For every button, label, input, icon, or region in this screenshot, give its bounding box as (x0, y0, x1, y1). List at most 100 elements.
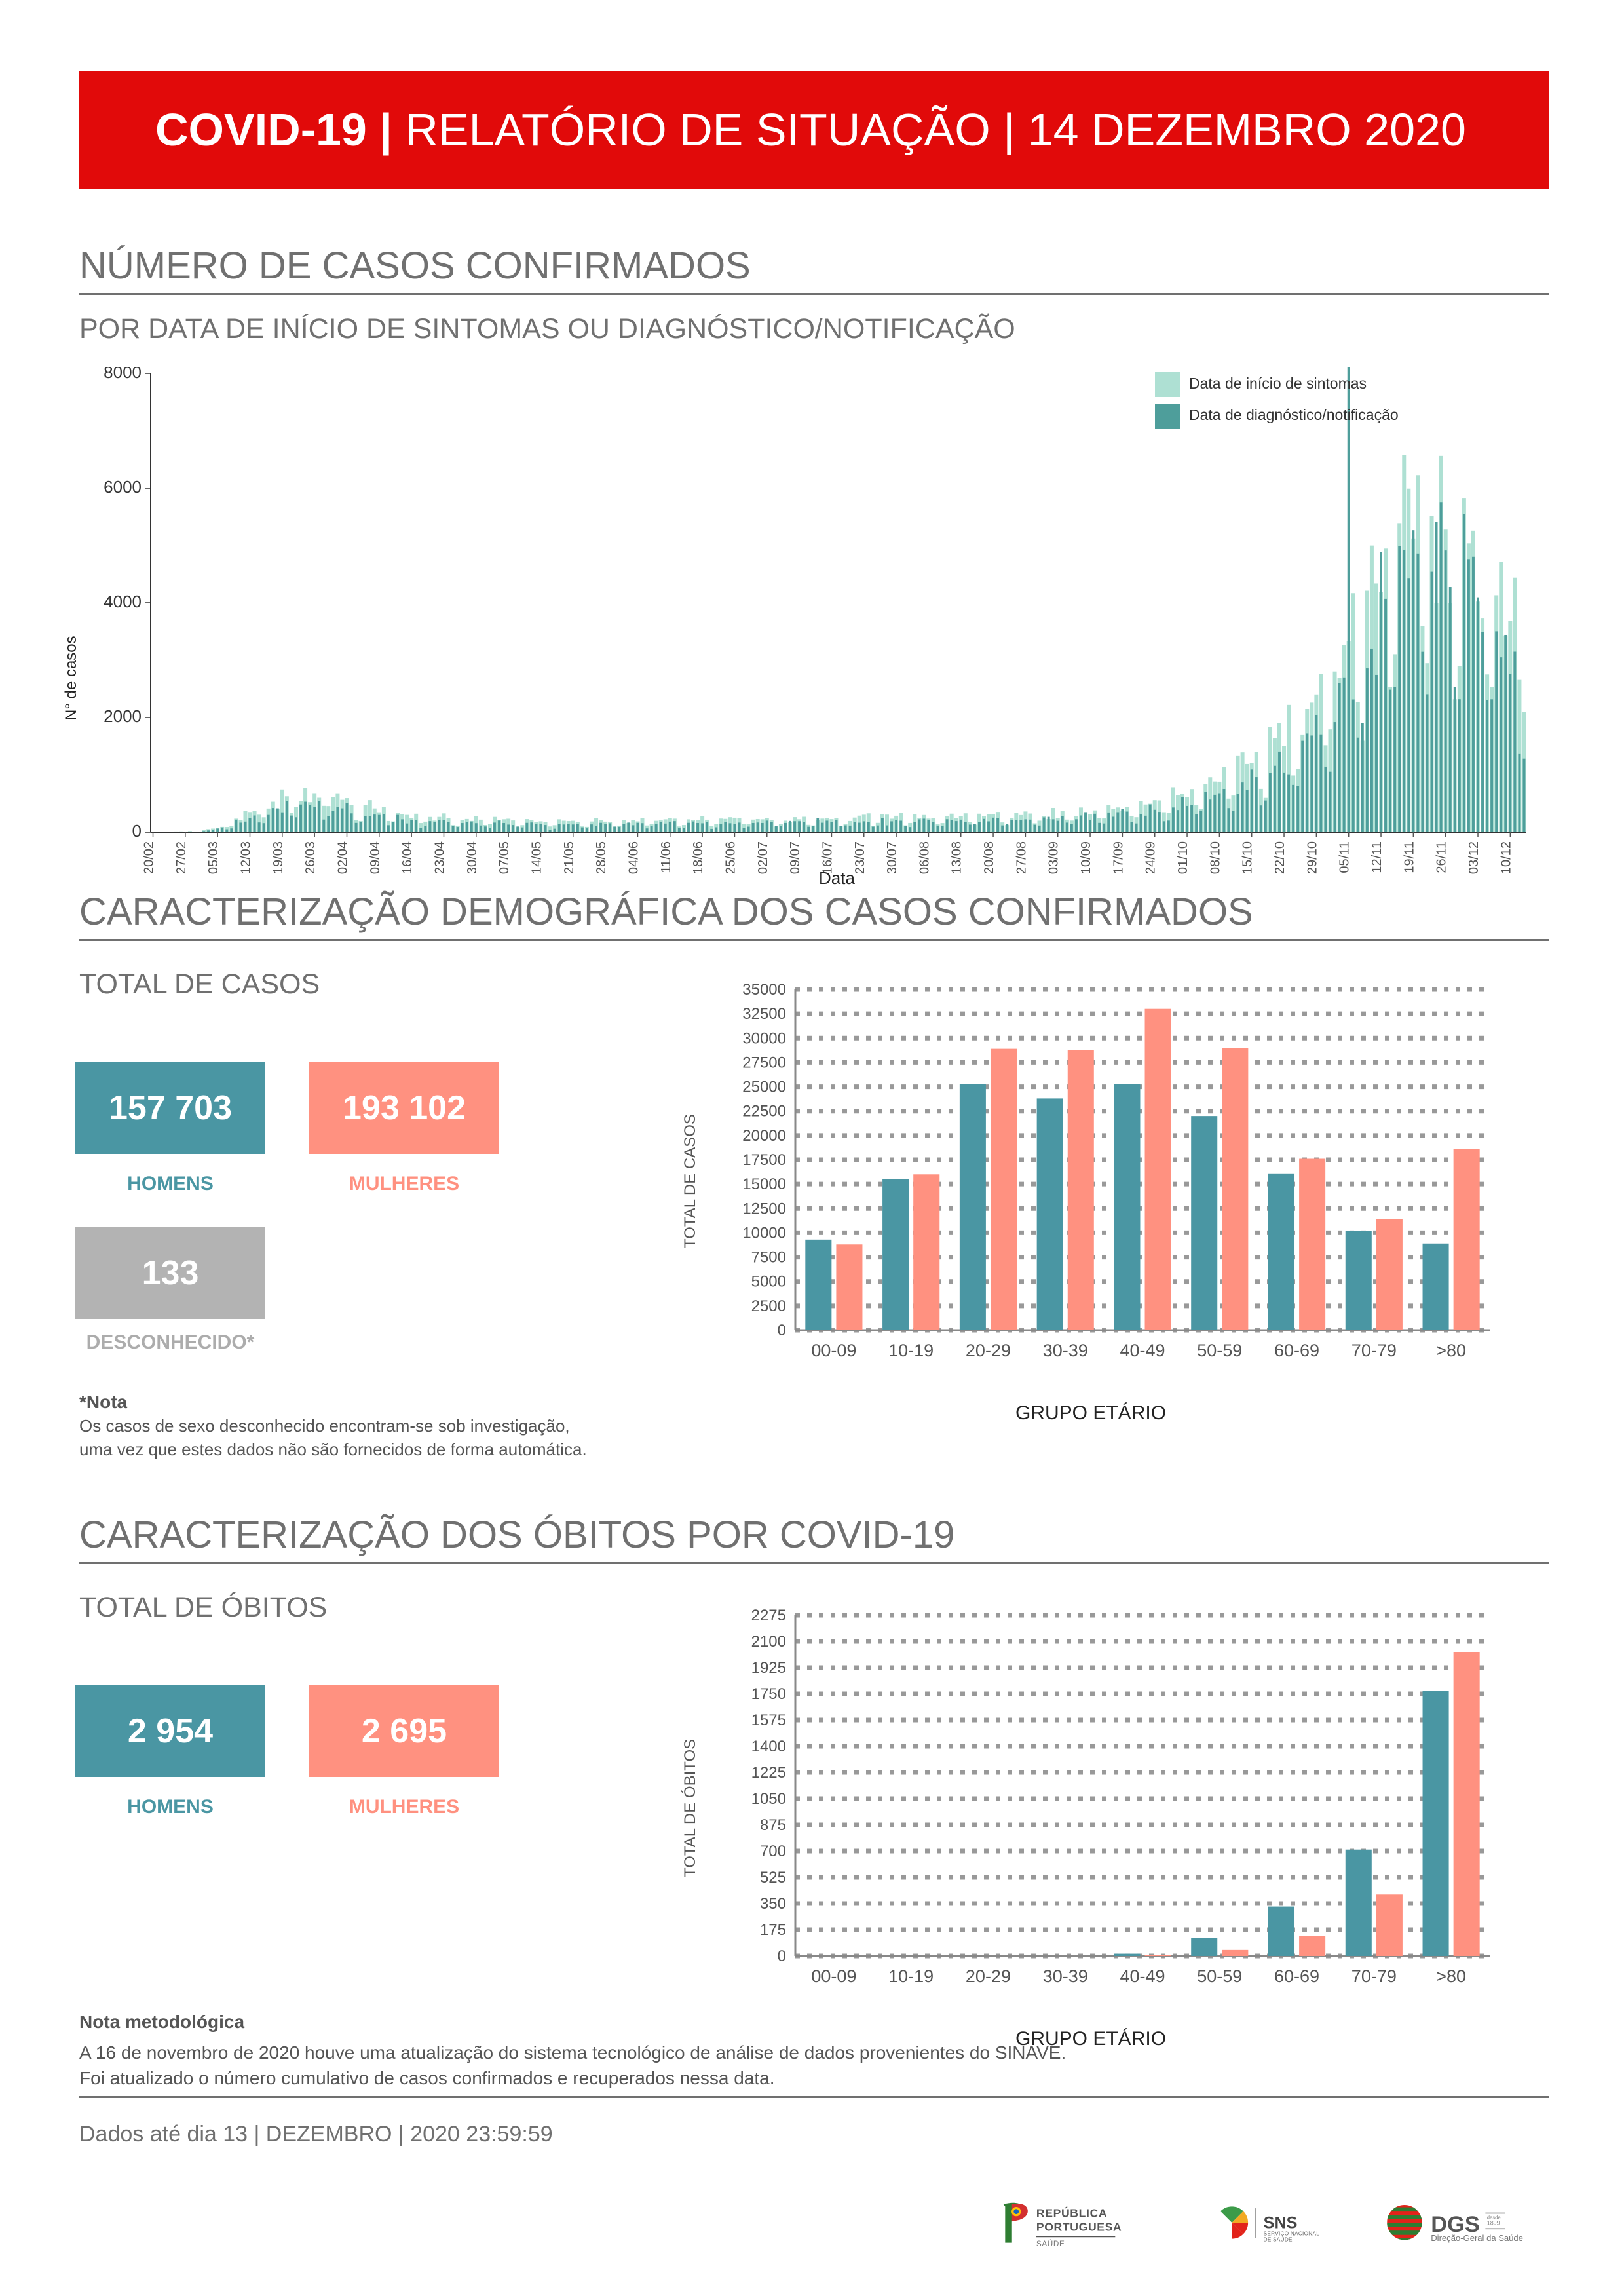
svg-text:2000: 2000 (104, 706, 142, 726)
svg-text:0: 0 (132, 821, 142, 841)
svg-text:30-39: 30-39 (1043, 1966, 1088, 1986)
svg-text:700: 700 (760, 1843, 786, 1860)
svg-text:70-79: 70-79 (1351, 1341, 1397, 1360)
svg-text:00-09: 00-09 (811, 1966, 856, 1986)
svg-text:13/08: 13/08 (950, 841, 964, 874)
svg-text:03/09: 03/09 (1047, 841, 1061, 874)
svg-text:>80: >80 (1436, 1966, 1466, 1986)
svg-text:60-69: 60-69 (1274, 1966, 1319, 1986)
svg-text:50-59: 50-59 (1197, 1341, 1242, 1360)
svg-text:28/05: 28/05 (594, 841, 609, 874)
svg-text:>80: >80 (1436, 1341, 1466, 1360)
svg-text:05/03: 05/03 (206, 841, 221, 874)
svg-text:1400: 1400 (751, 1738, 786, 1755)
svg-text:19/03: 19/03 (271, 841, 286, 874)
svg-text:23/04: 23/04 (432, 841, 447, 874)
svg-text:30-39: 30-39 (1043, 1341, 1088, 1360)
svg-text:00-09: 00-09 (811, 1341, 856, 1360)
svg-text:10/09: 10/09 (1079, 841, 1093, 874)
svg-text:20-29: 20-29 (966, 1966, 1011, 1986)
svg-text:1575: 1575 (751, 1712, 786, 1729)
svg-text:06/08: 06/08 (917, 841, 932, 874)
svg-text:40-49: 40-49 (1120, 1966, 1165, 1986)
svg-text:0: 0 (778, 1322, 786, 1339)
svg-text:35000: 35000 (742, 983, 786, 999)
svg-text:0: 0 (778, 1947, 786, 1965)
svg-text:REPÚBLICA: REPÚBLICA (1036, 2206, 1107, 2220)
svg-text:350: 350 (760, 1895, 786, 1913)
svg-text:22/10: 22/10 (1273, 841, 1287, 874)
svg-text:PORTUGUESA: PORTUGUESA (1036, 2220, 1122, 2233)
svg-text:2100: 2100 (751, 1633, 786, 1651)
svg-text:20/08: 20/08 (982, 841, 996, 874)
svg-text:27/02: 27/02 (174, 841, 189, 874)
svg-text:27/08: 27/08 (1014, 841, 1029, 874)
svg-text:12/11: 12/11 (1370, 841, 1384, 873)
svg-text:20000: 20000 (742, 1127, 786, 1145)
svg-text:SNS: SNS (1264, 2214, 1298, 2232)
svg-text:Direção-Geral da Saúde: Direção-Geral da Saúde (1431, 2233, 1523, 2243)
svg-text:10-19: 10-19 (888, 1341, 934, 1360)
svg-text:525: 525 (760, 1869, 786, 1886)
svg-text:02/07: 02/07 (756, 841, 770, 874)
svg-text:30/07: 30/07 (885, 841, 899, 874)
svg-text:50-59: 50-59 (1197, 1966, 1242, 1986)
svg-text:15000: 15000 (742, 1176, 786, 1193)
svg-text:15/10: 15/10 (1241, 841, 1255, 874)
svg-text:1925: 1925 (751, 1659, 786, 1677)
svg-text:175: 175 (760, 1921, 786, 1939)
svg-text:03/12: 03/12 (1467, 841, 1481, 874)
svg-text:1225: 1225 (751, 1764, 786, 1782)
svg-text:30000: 30000 (742, 1029, 786, 1047)
svg-text:27500: 27500 (742, 1054, 786, 1071)
svg-text:09/07: 09/07 (788, 841, 803, 874)
svg-text:02/04: 02/04 (336, 841, 350, 874)
svg-text:07/05: 07/05 (497, 841, 512, 874)
svg-text:11/06: 11/06 (659, 841, 673, 873)
svg-text:21/05: 21/05 (562, 841, 576, 874)
svg-text:1050: 1050 (751, 1790, 786, 1808)
svg-text:26/03: 26/03 (303, 841, 318, 874)
svg-text:29/10: 29/10 (1305, 841, 1319, 874)
svg-text:4000: 4000 (104, 592, 142, 611)
svg-text:16/04: 16/04 (400, 841, 415, 874)
svg-text:40-49: 40-49 (1120, 1341, 1165, 1360)
svg-text:14/05: 14/05 (529, 841, 544, 874)
svg-text:18/06: 18/06 (691, 841, 706, 874)
svg-text:24/09: 24/09 (1144, 841, 1158, 874)
svg-text:DE SAÚDE: DE SAÚDE (1264, 2236, 1293, 2242)
svg-text:60-69: 60-69 (1274, 1341, 1319, 1360)
svg-text:2500: 2500 (751, 1297, 786, 1315)
svg-text:25/06: 25/06 (723, 841, 738, 874)
svg-text:30/04: 30/04 (465, 841, 480, 874)
svg-text:01/10: 01/10 (1176, 841, 1190, 874)
svg-text:22500: 22500 (742, 1103, 786, 1120)
svg-text:26/11: 26/11 (1435, 841, 1449, 873)
svg-text:25000: 25000 (742, 1079, 786, 1096)
svg-text:12/03: 12/03 (239, 841, 254, 874)
svg-text:7500: 7500 (751, 1249, 786, 1267)
svg-text:23/07: 23/07 (853, 841, 867, 874)
svg-text:05/11: 05/11 (1338, 841, 1352, 873)
svg-text:1750: 1750 (751, 1685, 786, 1703)
svg-text:09/04: 09/04 (368, 841, 383, 874)
svg-text:04/06: 04/06 (626, 841, 641, 874)
svg-text:20/02: 20/02 (142, 841, 157, 874)
svg-text:SAÚDE: SAÚDE (1036, 2240, 1065, 2248)
svg-text:10000: 10000 (742, 1224, 786, 1242)
svg-text:12500: 12500 (742, 1200, 786, 1217)
svg-text:32500: 32500 (742, 1005, 786, 1023)
svg-text:10/12: 10/12 (1499, 841, 1513, 874)
svg-text:2275: 2275 (751, 1609, 786, 1624)
svg-text:19/11: 19/11 (1402, 841, 1416, 873)
svg-text:08/10: 08/10 (1208, 841, 1222, 874)
svg-text:6000: 6000 (104, 477, 142, 497)
svg-text:875: 875 (760, 1816, 786, 1834)
svg-text:10-19: 10-19 (888, 1966, 934, 1986)
svg-text:1899: 1899 (1487, 2219, 1500, 2226)
svg-text:8000: 8000 (104, 367, 142, 382)
svg-text:SERVIÇO NACIONAL: SERVIÇO NACIONAL (1264, 2231, 1320, 2237)
svg-text:5000: 5000 (751, 1273, 786, 1291)
svg-text:17/09: 17/09 (1111, 841, 1125, 874)
svg-text:17500: 17500 (742, 1151, 786, 1169)
